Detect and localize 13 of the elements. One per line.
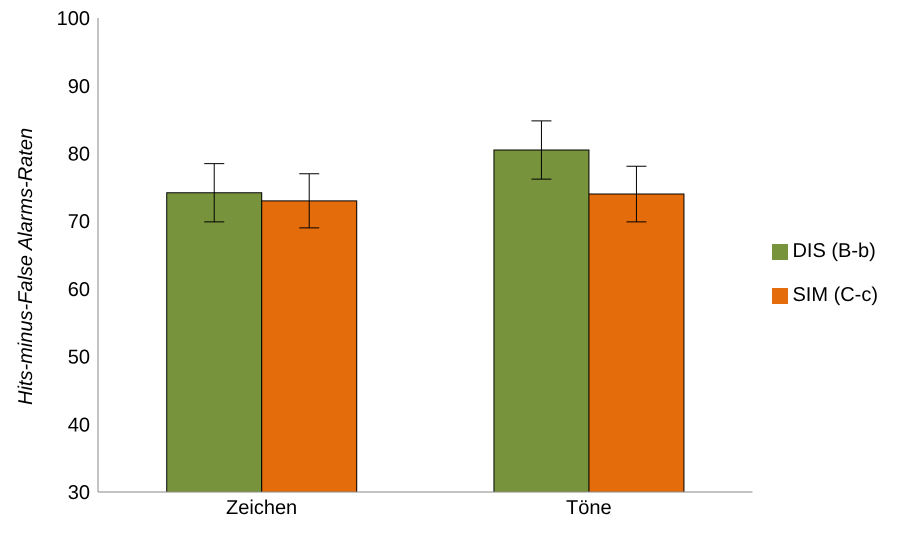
x-tick-label: Töne	[566, 497, 612, 520]
y-tick-label: 60	[68, 278, 90, 301]
y-tick-label: 70	[68, 211, 90, 234]
y-tick-label: 100	[56, 8, 90, 30]
y-tick-label: 90	[68, 76, 90, 98]
legend-label: DIS (B-b)	[792, 240, 876, 262]
y-axis-title: Hits-minus-False Alarms-Raten	[15, 128, 38, 405]
y-tick-label: 30	[68, 482, 90, 504]
y-tick-label: 80	[68, 144, 90, 166]
x-tick-label: Zeichen	[226, 497, 298, 520]
y-tick-label: 40	[68, 414, 90, 436]
y-tick-label: 50	[68, 346, 90, 369]
legend-label: SIM (C-c)	[792, 284, 878, 306]
